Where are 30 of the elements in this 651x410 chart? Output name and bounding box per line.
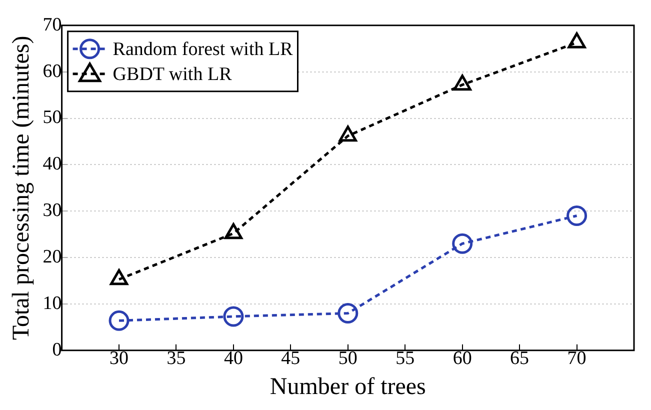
point [566,206,588,226]
y-tick-label: 70 [42,14,62,36]
y-tick-label: 10 [42,292,62,314]
y-tick-label: 0 [52,339,62,360]
point [568,32,586,48]
y-tick-label: 50 [42,107,62,128]
x-tick-label: 60 [452,348,472,369]
y-tick-label: 20 [42,246,62,268]
legend-label: Random forest with LR [112,38,294,60]
y-axis-title: Total processing time (minutes) [8,36,35,340]
y-tick-label: 40 [42,154,62,175]
point [452,233,473,254]
point [453,74,472,91]
point [224,223,243,240]
x-tick-label: 45 [281,348,300,369]
y-tick-label: 30 [42,200,62,222]
point [223,306,244,327]
x-tick-label: 30 [110,348,129,369]
x-tick-label: 50 [338,348,358,369]
x-tick-label: 40 [224,348,243,369]
x-tick-label: 65 [510,348,530,369]
point [338,126,357,142]
x-tick-label: 55 [396,348,415,369]
point [338,303,358,324]
point [108,310,130,331]
x-tick-label: 35 [166,348,186,369]
x-axis-title: Number of trees [270,374,426,400]
legend-label: GBDT with LR [112,64,232,85]
y-tick-label: 60 [42,60,62,82]
x-tick-label: 70 [567,348,586,369]
